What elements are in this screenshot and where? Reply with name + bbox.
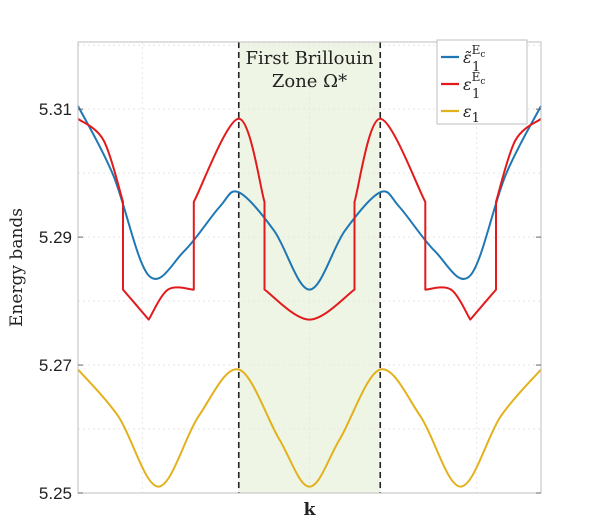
legend-entry-1: ε̃Ec 1 — [463, 43, 485, 75]
zone-label-line2: Zone Ω* — [272, 71, 347, 92]
y-tick-label: 5.31 — [39, 100, 72, 119]
y-tick-label: 5.27 — [39, 356, 72, 375]
series-line-2 — [77, 117, 542, 321]
legend-entry-2: εEc 1 — [463, 70, 485, 102]
series — [77, 105, 542, 488]
y-axis-label: Energy bands — [7, 208, 27, 327]
plot-frame — [77, 41, 542, 494]
series-line-3 — [77, 368, 542, 488]
y-tick-label: 5.25 — [39, 484, 72, 503]
x-axis-label: k — [304, 500, 317, 519]
legend-entry-3: ε1 — [463, 102, 480, 126]
series-line-1 — [77, 105, 542, 291]
zone-label-line1: First Brillouin — [246, 48, 374, 69]
y-tick-label: 5.29 — [39, 228, 72, 247]
y-ticks: 5.25 5.27 5.29 5.31 — [39, 100, 541, 503]
